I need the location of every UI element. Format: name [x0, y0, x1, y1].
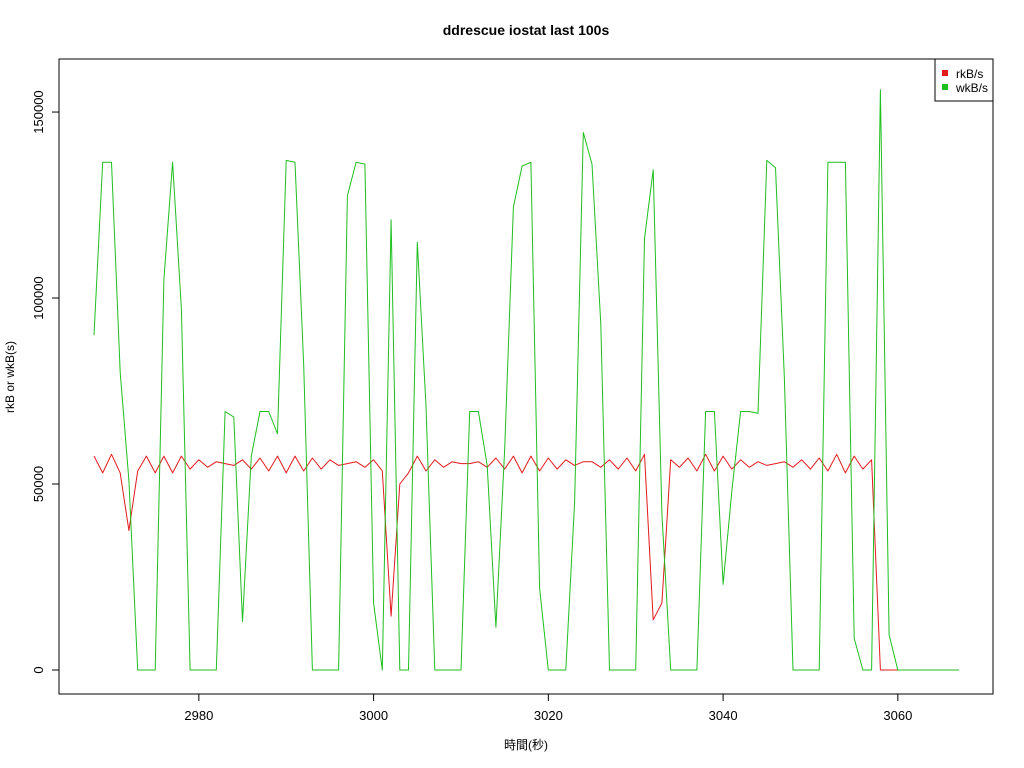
plot-frame	[58, 58, 994, 695]
y-tick-label: 50000	[31, 466, 46, 502]
x-axis: 2980 3000 3020 3040 3060	[184, 693, 912, 723]
chart-title: ddrescue iostat last 100s	[443, 22, 610, 38]
y-axis: 0 50000 100000 150000	[31, 90, 60, 674]
y-tick-label: 150000	[31, 90, 46, 133]
legend: rkB/s wkB/s	[934, 58, 994, 102]
y-tick-label: 100000	[31, 276, 46, 319]
series-line-wkbs	[93, 89, 959, 671]
x-tick-label: 2980	[184, 708, 213, 723]
y-axis-label: rkB or wkB(s)	[3, 341, 17, 413]
x-tick-label: 3000	[359, 708, 388, 723]
series-layer	[93, 89, 959, 671]
series-line-rkbs	[93, 453, 959, 671]
legend-swatch-rkb	[942, 70, 948, 76]
legend-box	[934, 58, 994, 102]
y-tick-label: 0	[31, 666, 46, 673]
x-tick-label: 3060	[883, 708, 912, 723]
x-axis-label: 時間(秒)	[504, 738, 548, 752]
legend-label-rkb: rkB/s	[956, 67, 983, 81]
x-tick-label: 3020	[534, 708, 563, 723]
x-tick-label: 3040	[709, 708, 738, 723]
legend-swatch-wkb	[942, 84, 948, 90]
legend-label-wkb: wkB/s	[955, 81, 988, 95]
